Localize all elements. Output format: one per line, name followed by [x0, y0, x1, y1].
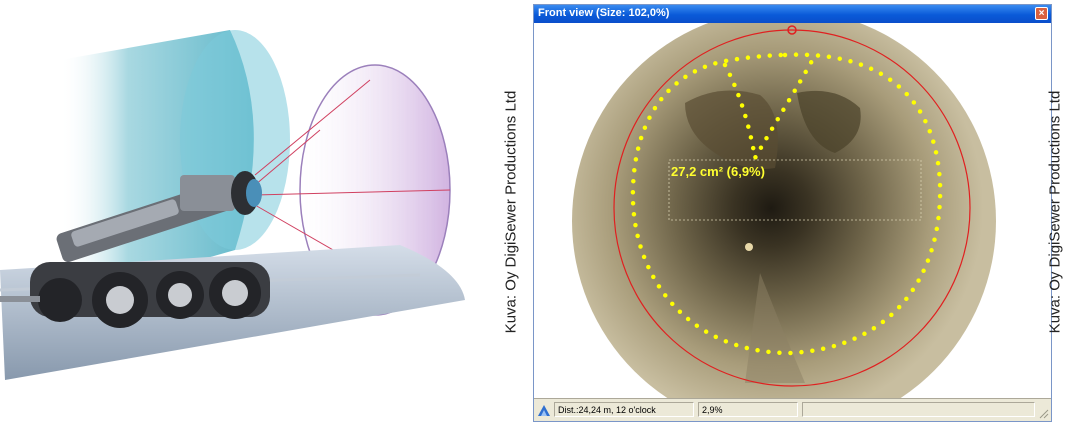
status-distance: Dist.:24,24 m, 12 o'clock	[554, 402, 694, 417]
measurement-box	[668, 159, 922, 221]
measurement-area-label: 27,2 cm² (6,9%)	[671, 164, 765, 179]
photo-credit-left-text: Kuva: Oy DigiSewer Productions Ltd	[502, 90, 520, 334]
photo-credit-left: Kuva: Oy DigiSewer Productions Ltd	[496, 0, 526, 424]
photo-credit-right-text: Kuva: Oy DigiSewer Productions Ltd	[1046, 90, 1064, 334]
resize-grip-icon[interactable]	[1037, 407, 1049, 419]
status-percent: 2,9%	[698, 402, 798, 417]
defect-outline	[630, 52, 943, 356]
photo-credit-right: Kuva: Oy DigiSewer Productions Ltd	[1040, 0, 1070, 424]
pipe-robot-icon[interactable]	[537, 403, 551, 417]
fit-circle	[613, 29, 971, 387]
pipe-front-view[interactable]: 27,2 cm² (6,9%)	[535, 23, 1050, 399]
fit-circle-handle[interactable]	[787, 25, 797, 35]
robot-illustration	[0, 30, 465, 380]
window-titlebar[interactable]: Front view (Size: 102,0%) ×	[534, 5, 1051, 23]
status-empty-field	[802, 402, 1035, 417]
status-bar: Dist.:24,24 m, 12 o'clock 2,9%	[534, 398, 1051, 421]
window-title: Front view (Size: 102,0%)	[538, 7, 670, 19]
front-view-window: Front view (Size: 102,0%) × 27,2 cm² (6,…	[533, 4, 1052, 422]
close-icon[interactable]: ×	[1035, 7, 1048, 20]
robot-body	[0, 171, 270, 328]
pipe-camera-image	[572, 23, 996, 399]
defect-inner-outline	[722, 56, 816, 165]
